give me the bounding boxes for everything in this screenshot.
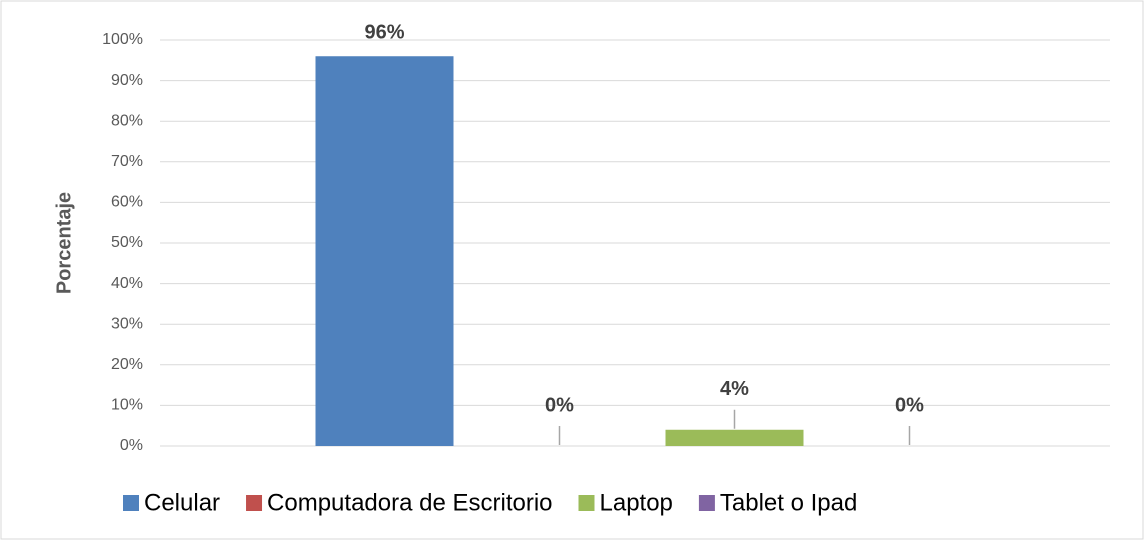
legend-label: Computadora de Escritorio [267,489,552,516]
legend-swatch [578,495,595,511]
y-tick-label: 40% [111,275,143,292]
value-label: 96% [364,22,404,44]
y-tick-label: 90% [111,72,143,89]
y-tick-label: 50% [111,234,143,251]
legend-swatch [123,495,139,511]
y-tick-label: 60% [111,194,143,211]
value-label: 0% [545,394,574,416]
bar [665,429,804,446]
y-tick-label: 0% [120,437,143,454]
y-tick-label: 30% [111,315,143,332]
legend-swatch [698,495,715,511]
bar [315,56,454,447]
y-tick-label: 20% [111,356,143,373]
y-tick-label: 10% [111,397,143,414]
value-label: 0% [895,394,924,416]
y-axis-title: Porcentaje [53,192,75,294]
legend-label: Celular [144,489,220,516]
y-tick-label: 100% [102,31,143,48]
legend-label: Laptop [600,489,673,516]
y-tick-label: 80% [111,112,143,129]
y-tick-label: 70% [111,153,143,170]
legend-swatch [246,495,263,511]
legend-label: Tablet o Ipad [720,489,857,516]
value-label: 4% [720,378,749,400]
